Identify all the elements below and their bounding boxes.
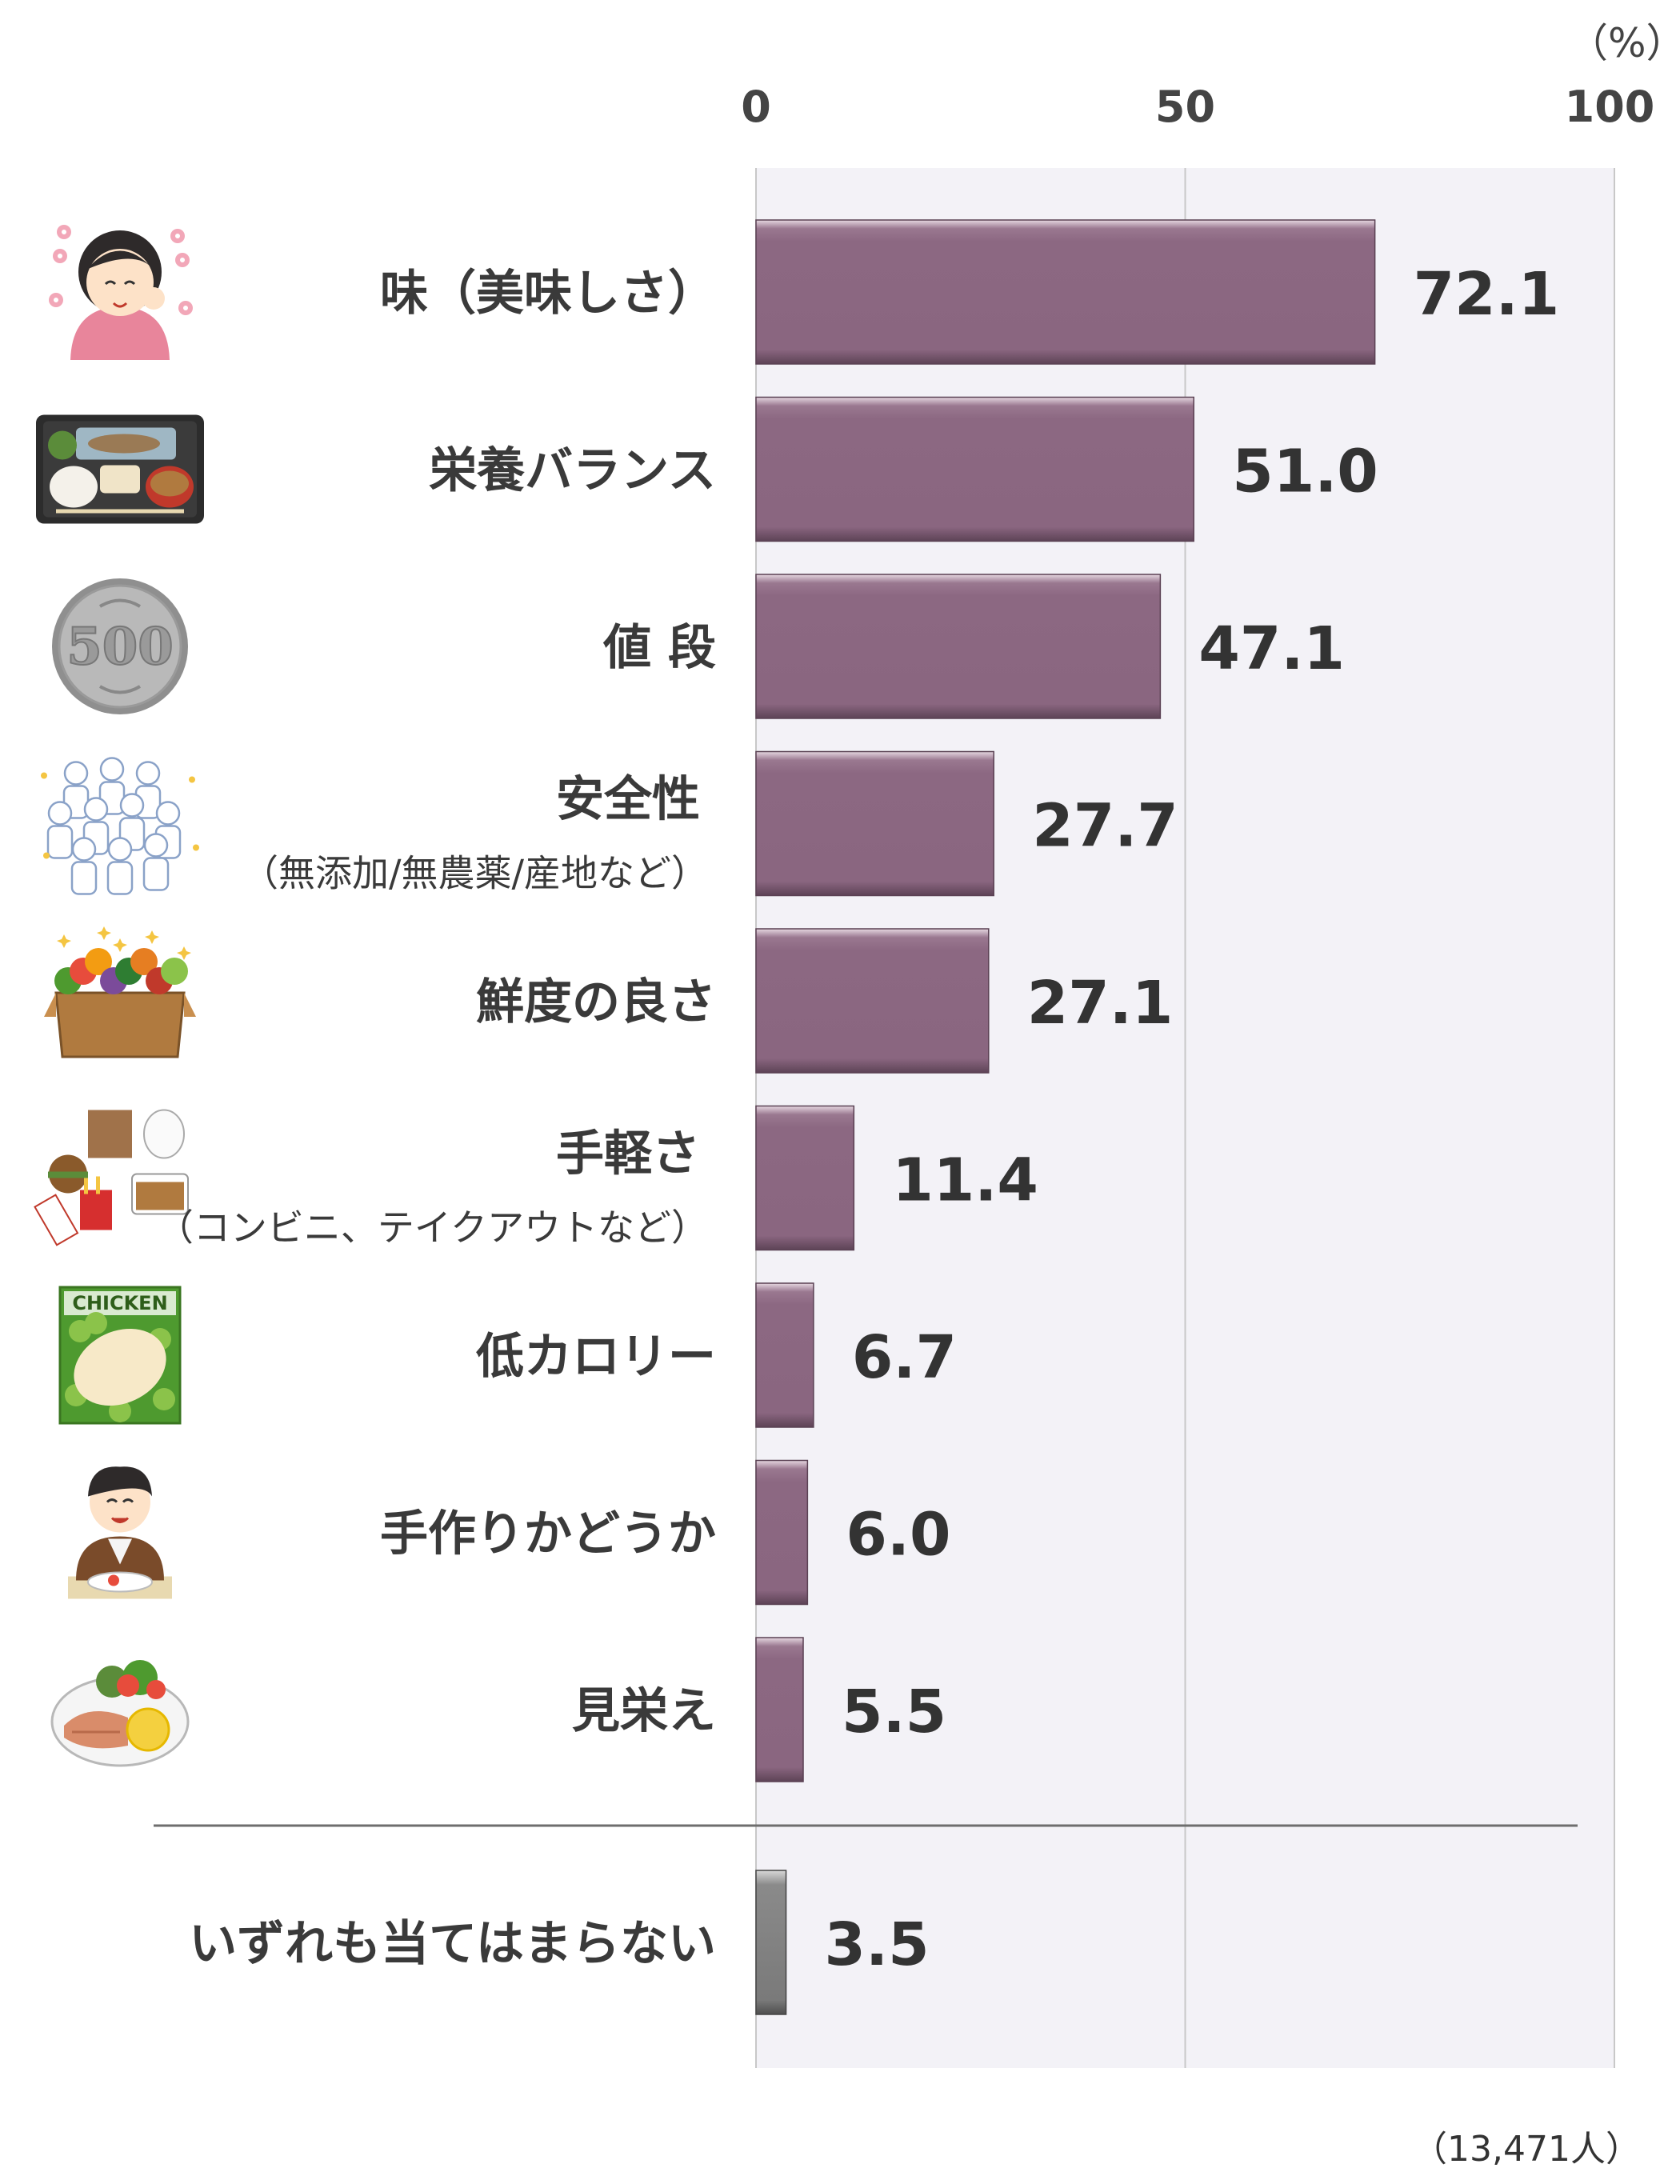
category-sublabel: （コンビニ、テイクアウトなど） [157,1206,708,1250]
category-label: 栄養バランス [429,443,716,499]
bar [755,219,1376,365]
bar-other [755,1870,787,2015]
bar [755,928,990,1074]
category-label: 味（美味しさ） [380,266,716,322]
bar [755,396,1194,542]
chicken-text: CHICKEN [72,1292,167,1314]
data-label: 3.5 [825,1910,930,1979]
people-group-icon [41,757,199,895]
x-tick-label: 50 [1155,82,1215,132]
vegetable-box-icon [44,926,196,1058]
bar [755,574,1162,719]
meal-tray-icon [36,414,204,524]
coin-500-yen-icon: 500 [52,578,188,714]
man-eating-icon [68,1466,172,1599]
category-label: 鮮度の良さ [476,974,716,1030]
category-label: 値 段 [602,620,716,676]
bar [755,1637,804,1782]
data-label: 6.0 [846,1501,950,1570]
sample-size-note: （13,471人） [1412,2129,1641,2170]
data-label: 5.5 [842,1678,946,1746]
x-tick-label: 0 [741,82,771,132]
bar [755,1105,855,1251]
category-label: いずれも当てはまらない [189,1916,716,1972]
x-tick-label: 100 [1565,82,1655,132]
bar [755,750,994,897]
woman-eating-icon [49,225,193,360]
data-label: 72.1 [1414,260,1560,329]
data-label: 27.1 [1027,969,1174,1038]
category-label: 手作りかどうか [380,1506,716,1562]
data-label: 51.0 [1232,438,1378,506]
data-label: 27.7 [1032,792,1178,861]
data-label: 47.1 [1198,614,1345,683]
unit-label: （%） [1568,20,1680,66]
category-label: 低カロリー [476,1329,716,1385]
category-sublabel: （無添加/無農薬/産地など） [242,852,708,895]
data-label: 6.7 [852,1323,957,1392]
takeout-food-icon [34,1109,189,1246]
chicken-pack-icon: CHICKEN [58,1286,182,1425]
data-label: 11.4 [892,1146,1038,1215]
fish-plate-icon [50,1660,190,1767]
coin-text: 500 [66,617,174,677]
category-label: 手軽さ [556,1126,700,1182]
bar [755,1459,809,1606]
category-label: 安全性 [556,772,700,828]
bar [755,1282,814,1428]
category-label: 見栄え [572,1683,716,1739]
